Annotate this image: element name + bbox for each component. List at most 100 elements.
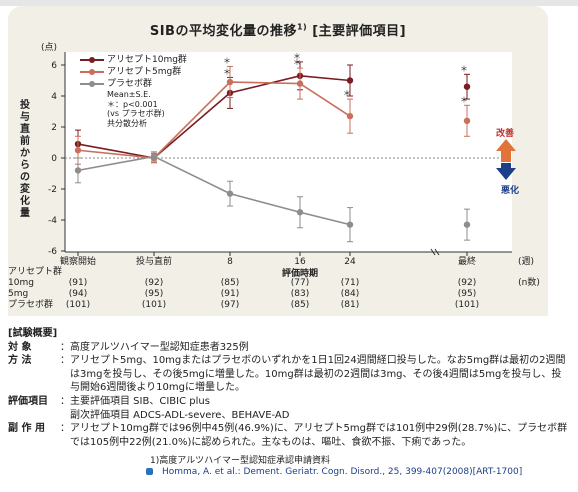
data-point	[150, 153, 158, 160]
n-value: (81)	[340, 300, 360, 310]
significance-mark: ＊	[293, 58, 301, 67]
summary-key: 方 法	[8, 355, 32, 367]
n-value: (92)	[144, 278, 164, 288]
n-row-label-placebo: プラセボ群	[8, 300, 54, 310]
x-tick-label: 観察開始	[60, 255, 96, 267]
y-tick-label: 2	[51, 123, 57, 133]
summary-row-method: 方 法：アリセプト5mg、10mgまたはプラセボのいずれかを1日1回24週間経口…	[8, 354, 568, 395]
significance-mark: ＊	[343, 89, 351, 98]
y-axis-label: 投与直前からの変化量	[20, 100, 30, 219]
data-point	[463, 221, 471, 228]
title-text: SIBの平均変化量の推移	[149, 24, 297, 39]
legend-item-placebo: プラセボ群	[80, 78, 187, 90]
data-point	[346, 221, 354, 228]
summary-row-secondary: 副次評価項目 ADCS-ADL-severe、BEHAVE-AD	[8, 409, 568, 423]
n-value: (71)	[340, 278, 360, 288]
summary-key: 評価項目	[8, 395, 48, 407]
x-unit-label: (週)	[518, 256, 534, 267]
n-value: (94)	[68, 289, 88, 299]
legend-swatch-5mg	[80, 67, 104, 77]
n-unit: (n数)	[518, 278, 540, 288]
n-row-label-5mg: 5mg	[8, 289, 29, 299]
summary-row-endpoint: 評価項目：主要評価項目 SIB、CIBIC plus	[8, 395, 568, 409]
summary-value: 主要評価項目 SIB、CIBIC plus	[70, 395, 210, 407]
worsen-arrow-icon	[496, 163, 516, 180]
x-tick-label: 投与直前	[136, 255, 172, 267]
data-point	[346, 112, 354, 120]
legend-item-10mg: アリセプト10mg群	[80, 54, 187, 66]
n-value: (95)	[144, 289, 164, 299]
y-tick-label: -6	[48, 247, 57, 257]
reference: 1)高度アルツハイマー型認知症承認申請資料 Homma, A. et al.: …	[150, 456, 522, 478]
x-tick-label: 16	[294, 257, 306, 267]
summary-key: 副 作 用	[8, 423, 45, 435]
worsen-label: 悪化	[501, 186, 520, 196]
n-value: (84)	[340, 289, 360, 299]
data-point	[74, 167, 82, 174]
chart-title: SIBの平均変化量の推移1) [主要評価項目]	[8, 20, 548, 39]
significance-mark: ＊	[223, 57, 231, 66]
y-tick-label: 4	[51, 92, 57, 102]
x-tick-label: 8	[227, 257, 233, 267]
x-tick-label: 最終	[458, 255, 476, 267]
data-point	[346, 77, 354, 84]
improve-arrow-icon	[496, 139, 516, 162]
n-value: (83)	[290, 289, 310, 299]
n-value: (92)	[457, 278, 477, 288]
n-value: (91)	[220, 289, 240, 299]
data-point	[226, 190, 234, 197]
n-row-label-10mg: 10mg	[8, 278, 34, 288]
x-tick-label: 24	[344, 257, 356, 267]
summary-heading: [試験概要]	[8, 328, 58, 339]
data-point	[463, 83, 471, 90]
n-table: アリセプト群 10mg 5mg プラセボ群	[8, 267, 62, 311]
significance-mark: ＊	[460, 64, 468, 73]
title-footnote-mark: 1)	[296, 22, 308, 32]
significance-mark: ＊	[223, 67, 231, 76]
data-point	[296, 80, 304, 87]
legend-label-5mg: アリセプト5mg群	[107, 67, 182, 77]
y-tick-label: 0	[51, 154, 57, 164]
improve-label: 改善	[496, 129, 515, 139]
summary-key: 対 象	[8, 341, 32, 353]
legend-note-mean: Mean±S.E.	[107, 90, 151, 99]
data-point	[296, 209, 304, 216]
summary-row-adverse: 副 作 用：アリセプト10mg群では96例中45例(46.9%)に、アリセプト5…	[8, 423, 568, 448]
n-value: (101)	[65, 300, 91, 310]
summary-row-subject: 対 象：高度アルツハイマー型認知症患者325例	[8, 341, 568, 355]
data-point	[226, 78, 234, 86]
summary-value: アリセプト10mg群では96例中45例(46.9%)に、アリセプト5mg群では1…	[70, 423, 568, 448]
scan-edge	[0, 0, 578, 6]
axis-break-mark	[434, 248, 440, 256]
significance-mark: ＊	[460, 95, 468, 104]
n-value: (91)	[68, 278, 88, 288]
y-tick-label: -4	[48, 216, 57, 226]
significance-mark: ＊	[293, 52, 301, 61]
plot-area	[65, 52, 512, 252]
axis-break-mark	[430, 248, 436, 256]
n-value: (97)	[220, 300, 240, 310]
legend-label-placebo: プラセボ群	[107, 79, 153, 89]
title-bracket: [主要評価項目]	[312, 24, 407, 39]
legend-label-10mg: アリセプト10mg群	[107, 55, 187, 65]
data-point	[463, 117, 471, 125]
y-unit-label: (点)	[41, 42, 57, 53]
legend-item-5mg: アリセプト5mg群	[80, 66, 187, 78]
n-value: (101)	[141, 300, 167, 310]
n-value: (101)	[454, 300, 480, 310]
legend: アリセプト10mg群 アリセプト5mg群 プラセボ群 Mean±S.E. ＊：p…	[80, 54, 187, 128]
n-value: (77)	[290, 278, 310, 288]
legend-note-vs: (vs プラセボ群)	[107, 109, 165, 118]
n-value: (85)	[290, 300, 310, 310]
reference-line-2: Homma, A. et al.: Dement. Geriatr. Cogn.…	[162, 467, 523, 477]
summary-value: アリセプト5mg、10mgまたはプラセボのいずれかを1日1回24週間経口投与した…	[70, 355, 566, 394]
summary-value: 高度アルツハイマー型認知症患者325例	[70, 341, 249, 353]
y-tick-label: -2	[48, 185, 57, 195]
summary-key	[8, 409, 60, 423]
n-table-header: アリセプト群	[8, 267, 63, 277]
legend-swatch-10mg	[80, 55, 104, 65]
reference-bullet-icon	[146, 468, 153, 475]
n-value: (95)	[457, 289, 477, 299]
trial-summary: [試験概要] 対 象：高度アルツハイマー型認知症患者325例 方 法：アリセプト…	[8, 327, 568, 449]
